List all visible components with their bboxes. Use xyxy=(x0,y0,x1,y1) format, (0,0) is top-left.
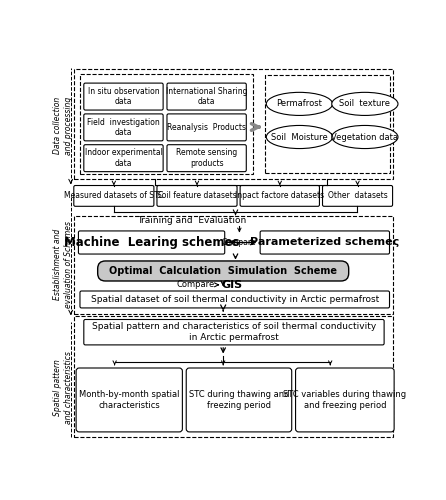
Ellipse shape xyxy=(332,126,398,148)
FancyBboxPatch shape xyxy=(84,114,163,141)
Text: Machine  Learing schemes: Machine Learing schemes xyxy=(64,236,240,249)
Ellipse shape xyxy=(332,92,398,116)
FancyBboxPatch shape xyxy=(186,368,292,432)
Text: Indoor experimental
data: Indoor experimental data xyxy=(85,148,162,168)
FancyBboxPatch shape xyxy=(98,261,349,281)
FancyBboxPatch shape xyxy=(84,320,384,345)
Text: Compare: Compare xyxy=(176,280,215,289)
Text: STC during thawing and
freezing period: STC during thawing and freezing period xyxy=(189,390,289,409)
Text: Month-by-month spatial
characteristics: Month-by-month spatial characteristics xyxy=(79,390,179,409)
Text: Reanalysis  Products: Reanalysis Products xyxy=(167,123,246,132)
Text: Remote sensing
products: Remote sensing products xyxy=(176,148,237,168)
FancyBboxPatch shape xyxy=(167,83,246,110)
Text: Establishment and
evaluation of Schemes: Establishment and evaluation of Schemes xyxy=(54,220,73,308)
FancyBboxPatch shape xyxy=(84,144,163,172)
FancyBboxPatch shape xyxy=(167,114,246,141)
Text: Field  investigation
data: Field investigation data xyxy=(87,118,160,137)
Text: Parameterized schemeς: Parameterized schemeς xyxy=(250,238,400,248)
Text: Measured datasets of STC: Measured datasets of STC xyxy=(64,192,164,200)
Text: GIS: GIS xyxy=(222,280,243,290)
FancyBboxPatch shape xyxy=(84,83,163,110)
Text: Permafrost: Permafrost xyxy=(277,100,322,108)
FancyBboxPatch shape xyxy=(76,368,182,432)
Text: STC variables during thawing
and freezing period: STC variables during thawing and freezin… xyxy=(283,390,406,409)
Text: Vegetation data: Vegetation data xyxy=(331,132,398,141)
FancyBboxPatch shape xyxy=(296,368,394,432)
Text: International Sharing
data: International Sharing data xyxy=(166,87,248,106)
Ellipse shape xyxy=(266,126,333,148)
Text: Spatial dataset of soil thermal conductivity in Arctic permafrost: Spatial dataset of soil thermal conducti… xyxy=(91,295,379,304)
Text: Soil  Moisture: Soil Moisture xyxy=(271,132,328,141)
Ellipse shape xyxy=(266,92,333,116)
Text: Training and  Evaluation: Training and Evaluation xyxy=(137,216,246,224)
Text: In situ observation
data: In situ observation data xyxy=(88,87,159,106)
Text: Other  datasets: Other datasets xyxy=(328,192,388,200)
FancyBboxPatch shape xyxy=(322,186,392,206)
FancyBboxPatch shape xyxy=(78,231,225,254)
FancyBboxPatch shape xyxy=(260,231,389,254)
Text: Compare: Compare xyxy=(221,238,256,247)
Text: Spatial pattern and characteristics of soil thermal conductivity
in Arctic perma: Spatial pattern and characteristics of s… xyxy=(92,322,376,342)
FancyBboxPatch shape xyxy=(74,186,154,206)
FancyBboxPatch shape xyxy=(80,291,389,308)
Text: Inpact factore datasets: Inpact factore datasets xyxy=(235,192,324,200)
Text: Soil feature datasets: Soil feature datasets xyxy=(157,192,237,200)
Text: Data collection
and processing: Data collection and processing xyxy=(54,96,73,154)
Text: Optimal  Calculation  Simulation  Scheme: Optimal Calculation Simulation Scheme xyxy=(109,266,337,276)
Text: Spatial pattern
and characteristics: Spatial pattern and characteristics xyxy=(54,351,73,424)
FancyBboxPatch shape xyxy=(167,144,246,172)
Text: Soil  texture: Soil texture xyxy=(339,100,390,108)
FancyBboxPatch shape xyxy=(157,186,237,206)
FancyBboxPatch shape xyxy=(240,186,319,206)
